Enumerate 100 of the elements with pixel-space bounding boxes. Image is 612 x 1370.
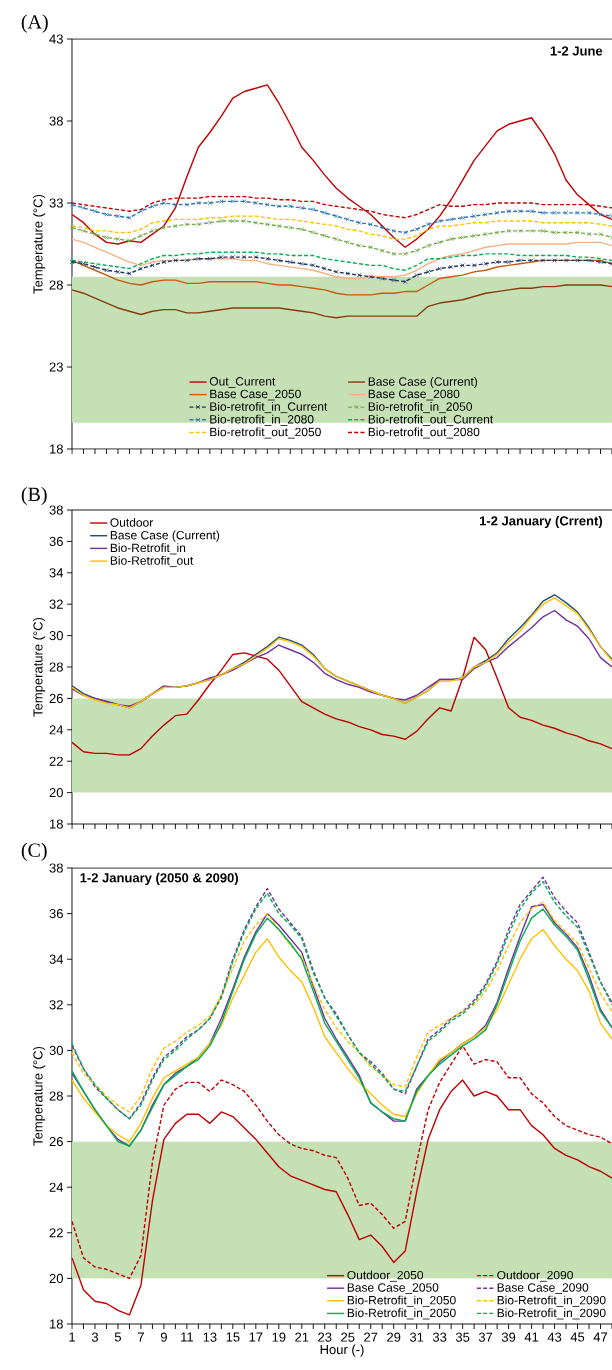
chart-title: 1-2 January (Crrent) <box>479 515 603 529</box>
legend-label: Bio-Retrofit_in_2050 <box>347 1308 456 1320</box>
legend-label: Bio-Retrofit_in_2090 <box>497 1308 606 1320</box>
y-tick-label: 30 <box>49 631 63 641</box>
point <box>529 208 534 214</box>
point <box>506 259 511 265</box>
y-tick-label: 24 <box>49 725 64 735</box>
y-tick-label: 26 <box>49 1137 63 1147</box>
point <box>104 235 109 240</box>
legend-label: Bio-retrofit_in_2080 <box>210 414 314 426</box>
point <box>517 258 523 263</box>
point <box>184 258 190 263</box>
point <box>414 272 419 278</box>
point <box>242 254 247 260</box>
point <box>379 225 385 230</box>
x-tick-label: 29 <box>387 1332 401 1342</box>
point <box>265 256 270 262</box>
legend-label: Bio-Retrofit_out <box>110 556 194 568</box>
point <box>230 218 236 224</box>
x-tick-label: 5 <box>114 1332 122 1342</box>
x-tick-label: 45 <box>570 1332 585 1342</box>
point <box>494 210 500 216</box>
point <box>494 259 500 265</box>
point <box>173 202 178 207</box>
x-tick-label: 37 <box>478 1332 493 1342</box>
point <box>448 217 454 222</box>
point <box>196 222 201 227</box>
point <box>81 261 86 266</box>
point <box>609 235 612 240</box>
point <box>253 254 259 260</box>
point <box>540 210 546 216</box>
point <box>322 266 327 271</box>
point <box>276 258 282 263</box>
y-tick-label: 22 <box>49 756 63 766</box>
point <box>334 236 339 242</box>
legend-label: Out_Current <box>209 377 276 388</box>
point <box>460 263 465 268</box>
x-tick-label: 39 <box>501 1332 516 1342</box>
point <box>299 227 305 232</box>
point <box>379 276 385 281</box>
point <box>288 225 293 230</box>
y-tick-label: 28 <box>49 280 63 290</box>
point <box>115 236 121 242</box>
point <box>173 223 178 229</box>
point <box>414 227 419 232</box>
y-tick-label: 28 <box>49 662 63 672</box>
point <box>92 231 98 237</box>
point <box>483 212 488 217</box>
legend-label: Base Case_2050 <box>347 1283 439 1295</box>
point <box>230 254 236 260</box>
y-tick-label: 22 <box>49 1228 63 1238</box>
point <box>322 233 327 239</box>
y-tick-label: 23 <box>49 362 63 372</box>
point <box>207 256 213 262</box>
point <box>379 248 385 253</box>
point <box>517 208 523 214</box>
x-tick-label: 21 <box>295 1332 309 1342</box>
point <box>563 258 569 263</box>
point <box>334 213 339 219</box>
point <box>448 264 454 270</box>
point <box>586 258 592 263</box>
point <box>437 240 442 245</box>
y-axis-title: Temperature (°C) <box>33 194 46 294</box>
chart-title: 1-2 January (2050 & 2090) <box>80 872 238 885</box>
y-tick-label: 33 <box>49 198 63 208</box>
point <box>598 259 603 265</box>
point <box>253 200 259 206</box>
point <box>288 204 293 209</box>
point <box>161 259 167 265</box>
point <box>448 236 454 242</box>
x-tick-label: 3 <box>91 1332 99 1342</box>
point <box>138 266 144 271</box>
point <box>150 263 155 268</box>
y-axis-title: Temperature (°C) <box>33 617 46 717</box>
point <box>575 258 580 263</box>
legend-label: Outdoor_2050 <box>347 1270 424 1282</box>
point <box>402 251 408 257</box>
x-tick-label: 7 <box>137 1332 144 1342</box>
point <box>437 218 442 224</box>
point <box>92 264 98 270</box>
point <box>345 217 350 222</box>
x-tick-label: 33 <box>432 1332 447 1342</box>
point <box>207 200 213 206</box>
legend-label: Bio-retrofit_out_2050 <box>210 427 321 439</box>
point <box>552 210 557 216</box>
y-tick-label: 30 <box>49 1045 63 1056</box>
point <box>575 210 580 216</box>
y-tick-label: 36 <box>49 909 63 919</box>
point <box>368 274 373 280</box>
point <box>265 202 270 207</box>
point <box>276 223 282 229</box>
point <box>471 233 477 239</box>
point <box>586 210 592 216</box>
point <box>483 261 488 266</box>
point <box>334 269 339 275</box>
legend-label: Bio-retrofit_in_Current <box>210 402 328 414</box>
point <box>69 259 75 265</box>
y-tick-label: 34 <box>49 954 64 964</box>
point <box>425 222 431 227</box>
point <box>219 254 224 260</box>
